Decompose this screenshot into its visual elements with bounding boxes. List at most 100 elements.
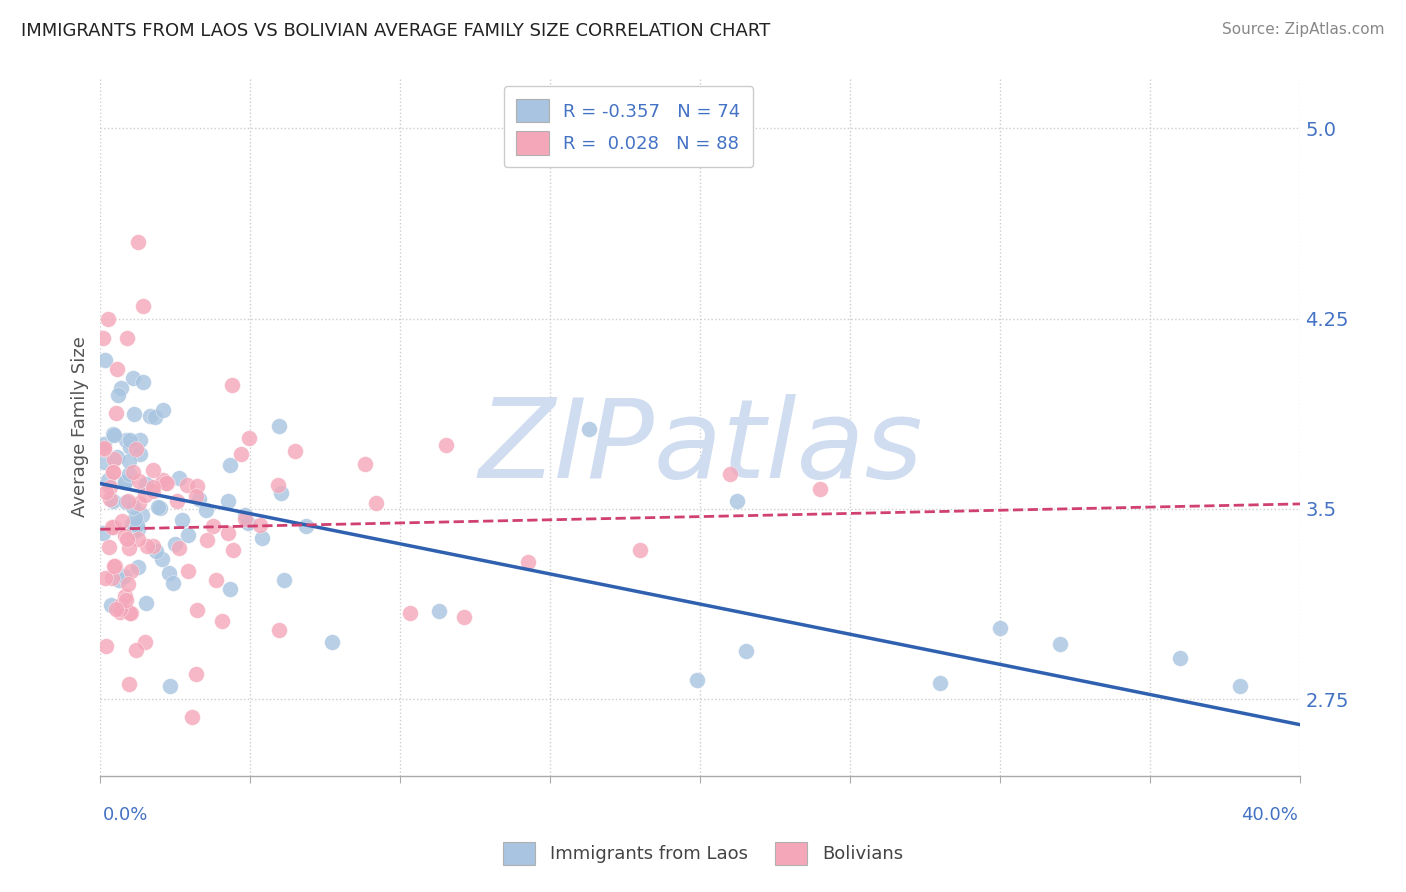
Point	[103, 465, 125, 479]
Point	[118, 454, 141, 468]
Point	[157, 566, 180, 580]
Point	[118, 677, 141, 691]
Point	[169, 471, 191, 485]
Point	[427, 604, 450, 618]
Point	[1170, 651, 1192, 665]
Point	[159, 679, 181, 693]
Point	[434, 438, 457, 452]
Point	[398, 606, 420, 620]
Point	[98, 480, 121, 494]
Point	[127, 532, 149, 546]
Point	[217, 494, 239, 508]
Point	[122, 500, 145, 514]
Point	[94, 571, 117, 585]
Point	[221, 377, 243, 392]
Point	[145, 544, 167, 558]
Point	[990, 621, 1012, 635]
Point	[98, 540, 121, 554]
Y-axis label: Average Family Size: Average Family Size	[72, 336, 89, 516]
Point	[194, 503, 217, 517]
Point	[114, 529, 136, 543]
Point	[186, 603, 208, 617]
Point	[132, 375, 155, 389]
Point	[233, 508, 256, 522]
Text: Source: ZipAtlas.com: Source: ZipAtlas.com	[1222, 22, 1385, 37]
Point	[353, 457, 375, 471]
Point	[249, 518, 271, 533]
Point	[107, 388, 129, 402]
Point	[238, 431, 260, 445]
Point	[121, 517, 143, 532]
Point	[118, 440, 141, 454]
Point	[94, 485, 117, 500]
Text: 0.0%: 0.0%	[104, 806, 149, 824]
Point	[93, 442, 115, 456]
Point	[516, 555, 538, 569]
Point	[135, 477, 157, 491]
Point	[166, 493, 188, 508]
Point	[236, 516, 259, 531]
Point	[103, 427, 125, 442]
Point	[187, 491, 209, 506]
Point	[93, 437, 115, 451]
Point	[118, 606, 141, 620]
Point	[218, 458, 240, 472]
Point	[177, 528, 200, 542]
Point	[267, 419, 290, 434]
Point	[162, 575, 184, 590]
Point	[252, 531, 274, 545]
Point	[141, 483, 163, 498]
Point	[266, 477, 288, 491]
Point	[115, 433, 138, 447]
Point	[112, 569, 135, 583]
Point	[134, 634, 156, 648]
Point	[97, 311, 120, 326]
Point	[110, 598, 132, 612]
Point	[108, 601, 131, 615]
Point	[93, 455, 115, 469]
Legend: R = -0.357   N = 74, R =  0.028   N = 88: R = -0.357 N = 74, R = 0.028 N = 88	[503, 87, 754, 167]
Point	[103, 520, 125, 534]
Point	[125, 643, 148, 657]
Point	[578, 421, 600, 435]
Point	[127, 559, 149, 574]
Point	[100, 571, 122, 585]
Point	[284, 443, 307, 458]
Point	[105, 450, 128, 464]
Point	[152, 403, 174, 417]
Point	[100, 599, 122, 613]
Point	[142, 463, 165, 477]
Point	[135, 596, 157, 610]
Point	[124, 524, 146, 539]
Point	[165, 537, 187, 551]
Point	[143, 410, 166, 425]
Point	[127, 522, 149, 536]
Point	[156, 476, 179, 491]
Point	[120, 565, 142, 579]
Point	[120, 606, 142, 620]
Point	[217, 525, 239, 540]
Point	[1229, 679, 1251, 693]
Point	[142, 480, 165, 494]
Point	[114, 475, 136, 489]
Legend: Immigrants from Laos, Bolivians: Immigrants from Laos, Bolivians	[496, 835, 910, 872]
Point	[107, 573, 129, 587]
Point	[98, 491, 121, 506]
Point	[205, 573, 228, 587]
Point	[150, 552, 173, 566]
Point	[167, 541, 190, 556]
Point	[321, 635, 343, 649]
Point	[810, 482, 832, 496]
Point	[121, 371, 143, 385]
Point	[114, 475, 136, 490]
Point	[117, 494, 139, 508]
Point	[148, 500, 170, 515]
Text: 40.0%: 40.0%	[1240, 806, 1298, 824]
Point	[453, 609, 475, 624]
Point	[211, 614, 233, 628]
Point	[117, 577, 139, 591]
Point	[110, 602, 132, 616]
Point	[134, 488, 156, 502]
Point	[628, 543, 651, 558]
Point	[129, 433, 152, 447]
